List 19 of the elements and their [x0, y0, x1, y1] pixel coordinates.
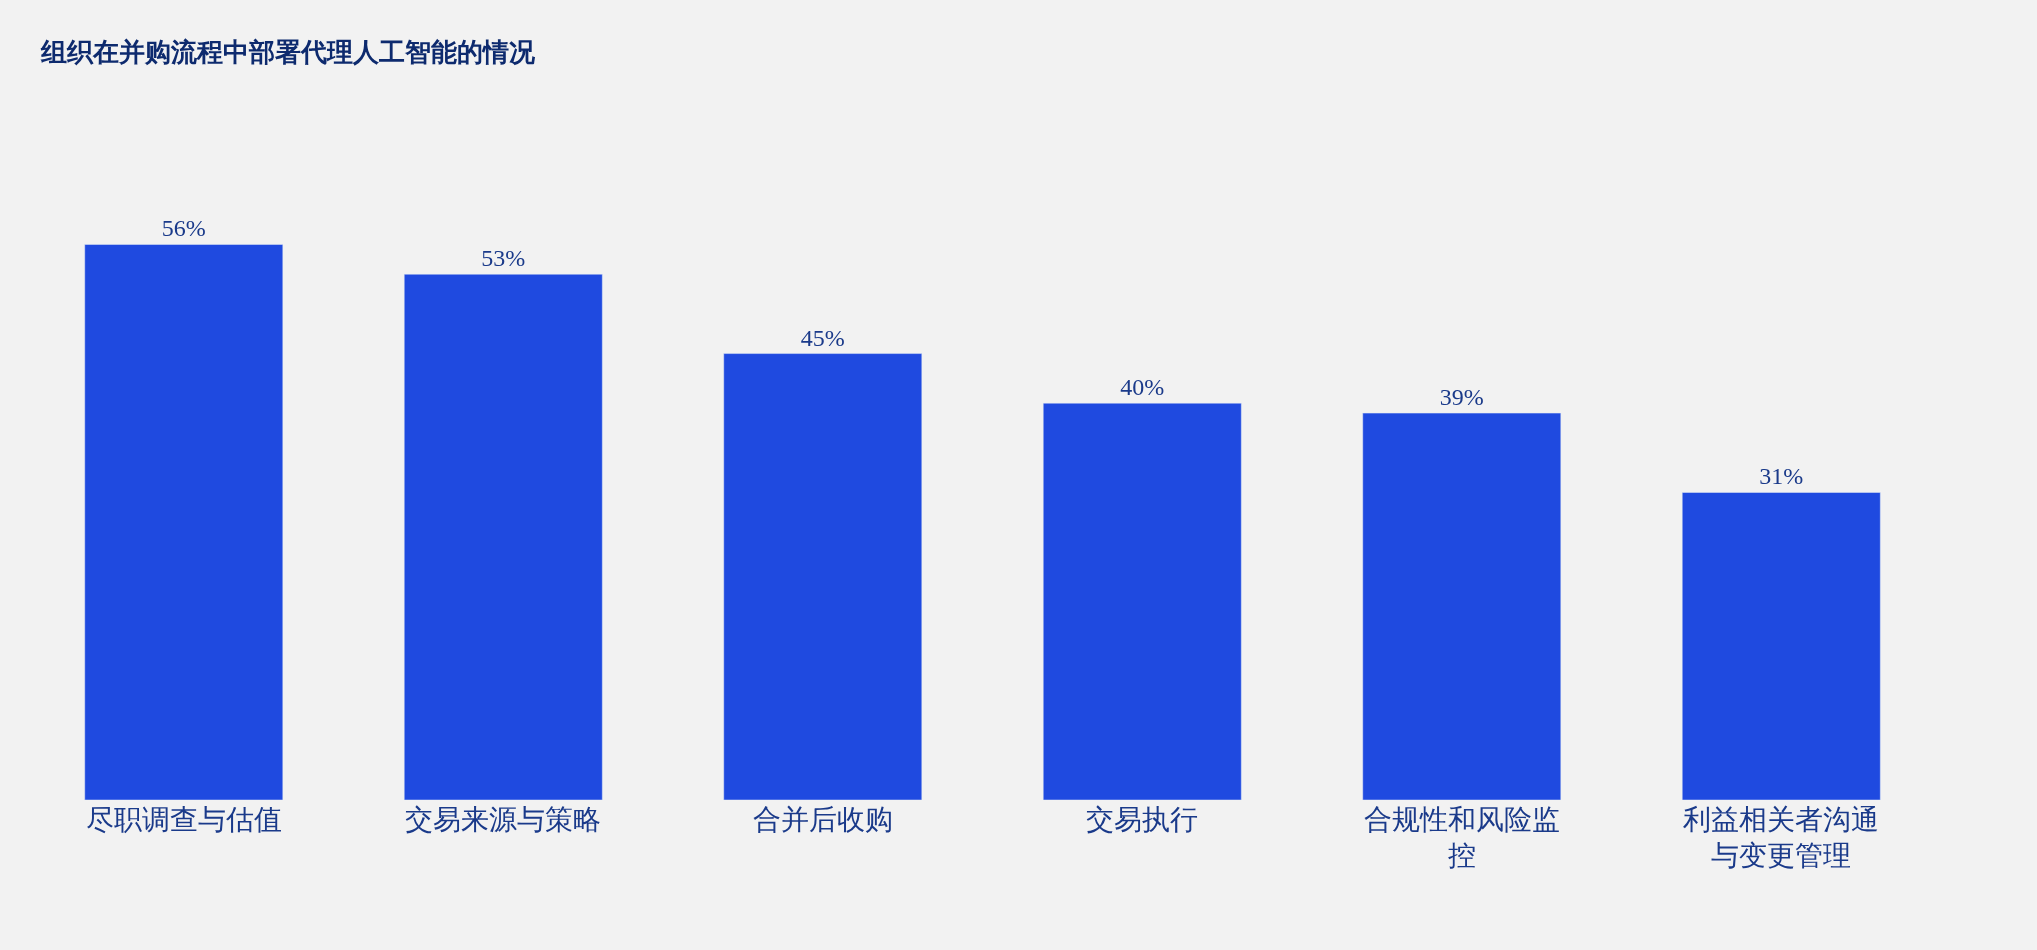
x-tick-label: 合规性和风险监控: [1363, 803, 1560, 873]
bar: [723, 353, 923, 800]
data-label: 31%: [1759, 463, 1804, 490]
x-tick-label: 交易执行: [1086, 803, 1199, 836]
bar: [403, 273, 603, 800]
bar: [1042, 402, 1242, 800]
bar: [84, 244, 284, 800]
data-label: 53%: [481, 245, 526, 272]
x-tick-label: 合并后收购: [752, 803, 893, 836]
x-tick-label: 交易来源与策略: [405, 803, 602, 836]
bar: [1681, 492, 1881, 800]
x-tick-label: 尽职调查与估值: [85, 803, 282, 836]
bar: [1362, 412, 1562, 800]
x-tick-label: 利益相关者沟通与变更管理: [1683, 803, 1880, 873]
data-label: 56%: [161, 215, 206, 242]
data-label: 40%: [1120, 374, 1165, 401]
data-label: 45%: [800, 324, 845, 351]
chart-title: 组织在并购流程中部署代理人工智能的情况: [39, 36, 536, 67]
data-label: 39%: [1439, 384, 1484, 411]
